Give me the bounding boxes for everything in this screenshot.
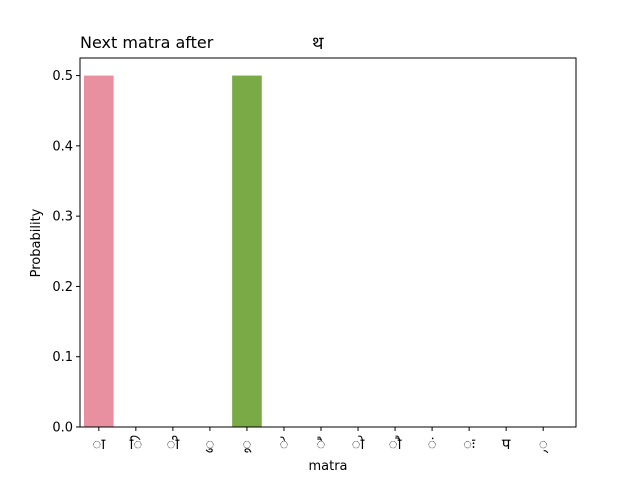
y-axis-label: Probability [29,208,44,277]
x-tick-label-12: ् [539,435,549,453]
x-tick-label-4: ू [242,435,251,453]
bar-4 [232,75,262,427]
y-tick-label-2: 0.2 [52,280,73,295]
bar-0 [84,75,114,427]
x-tick-label-0: ा [92,435,106,453]
x-tick-label-1: ि [129,435,142,453]
chart-title-glyph: थ [312,33,324,54]
x-tick-label-6: ै [317,435,326,453]
x-tick-label-2: ी [166,435,180,453]
plot-frame [79,57,577,428]
x-tick-label-8: ौ [389,435,403,453]
x-tick-label-5: े [280,435,289,453]
x-tick-label-9: ं [428,435,437,453]
x-tick-label-11: प [502,435,511,453]
chart-title: Next matra after [80,33,214,52]
y-tick-label-5: 0.5 [52,69,73,84]
x-tick-label-10: ः [463,435,476,453]
y-tick-label-1: 0.1 [52,350,73,365]
plot-area [80,58,576,427]
y-tick-label-3: 0.3 [52,210,73,225]
y-tick-label-4: 0.4 [52,139,73,154]
x-tick-label-7: ो [352,435,366,453]
x-tick-label-3: ु [205,435,214,453]
y-tick-label-0: 0.0 [52,421,73,436]
x-axis-label: matra [308,459,347,474]
